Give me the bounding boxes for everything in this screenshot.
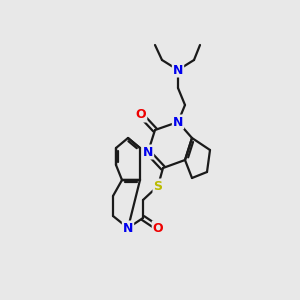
Text: S: S — [154, 179, 163, 193]
Text: O: O — [136, 109, 146, 122]
Text: N: N — [173, 116, 183, 128]
Text: N: N — [143, 146, 153, 158]
Text: N: N — [173, 64, 183, 76]
Text: N: N — [123, 221, 133, 235]
Text: O: O — [153, 221, 163, 235]
